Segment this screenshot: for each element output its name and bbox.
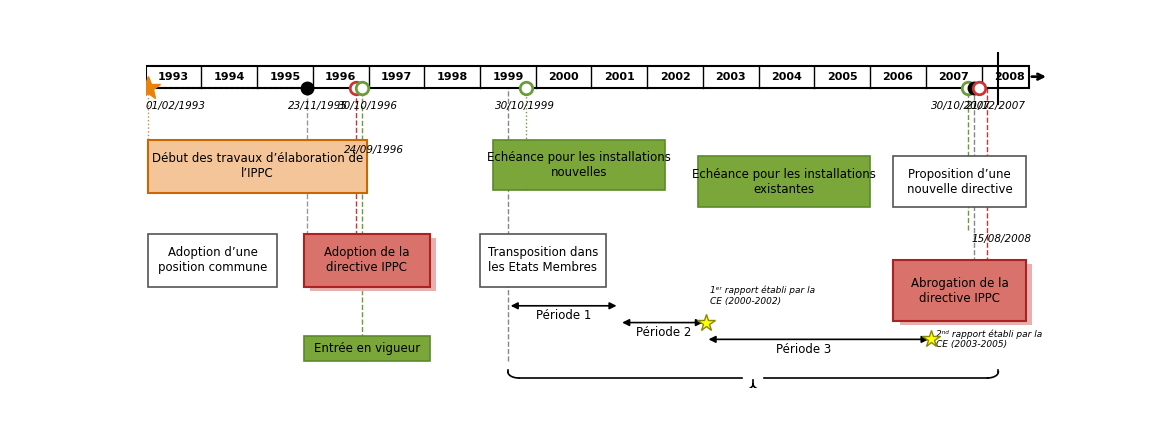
Text: 21/12/2007: 21/12/2007: [966, 101, 1026, 111]
Text: 2007: 2007: [938, 72, 969, 82]
Text: 2008: 2008: [994, 72, 1025, 82]
Text: Période 3: Période 3: [776, 343, 831, 356]
Text: 2002: 2002: [659, 72, 691, 82]
Text: Abrogation de la
directive IPPC: Abrogation de la directive IPPC: [911, 277, 1009, 305]
Text: Proposition d’une
nouvelle directive: Proposition d’une nouvelle directive: [906, 167, 1012, 196]
FancyBboxPatch shape: [894, 260, 1026, 321]
FancyBboxPatch shape: [148, 140, 367, 193]
Text: Adoption d’une
position commune: Adoption d’une position commune: [157, 246, 267, 275]
Text: Début des travaux d’élaboration de
l’IPPC: Début des travaux d’élaboration de l’IPP…: [151, 153, 363, 181]
Text: 30/10/1999: 30/10/1999: [495, 101, 555, 111]
Text: Période 2: Période 2: [636, 326, 692, 339]
Text: 2004: 2004: [771, 72, 802, 82]
Text: Période 1: Période 1: [536, 310, 592, 322]
Text: 2001: 2001: [603, 72, 635, 82]
Text: 1998: 1998: [437, 72, 468, 82]
FancyBboxPatch shape: [480, 234, 606, 287]
Text: 1993: 1993: [158, 72, 189, 82]
Text: 24/09/1996: 24/09/1996: [344, 145, 403, 155]
Text: 1994: 1994: [213, 72, 245, 82]
Text: 01/02/1993: 01/02/1993: [146, 101, 206, 111]
Text: 15/08/2008: 15/08/2008: [972, 234, 1031, 244]
Text: 23/11/1995: 23/11/1995: [288, 101, 347, 111]
Text: Echéance pour les installations
nouvelles: Echéance pour les installations nouvelle…: [487, 151, 671, 179]
Text: 2005: 2005: [827, 72, 857, 82]
Text: 1ᵉʳ rapport établi par la
CE (2000-2002): 1ᵉʳ rapport établi par la CE (2000-2002): [711, 286, 816, 306]
Text: Adoption de la
directive IPPC: Adoption de la directive IPPC: [324, 246, 410, 275]
FancyBboxPatch shape: [304, 336, 430, 361]
Text: Transposition dans
les Etats Membres: Transposition dans les Etats Membres: [488, 246, 598, 275]
FancyBboxPatch shape: [493, 140, 665, 190]
Text: 2ⁿᵈ rapport établi par la
CE (2003-2005): 2ⁿᵈ rapport établi par la CE (2003-2005): [935, 330, 1043, 349]
Text: 1995: 1995: [269, 72, 301, 82]
FancyBboxPatch shape: [698, 157, 870, 207]
Text: 1997: 1997: [381, 72, 412, 82]
Text: Entrée en vigueur: Entrée en vigueur: [313, 342, 419, 355]
Text: 1996: 1996: [325, 72, 356, 82]
FancyBboxPatch shape: [304, 234, 430, 287]
Bar: [146, 66, 1029, 88]
Text: 2006: 2006: [883, 72, 913, 82]
Text: 2000: 2000: [549, 72, 579, 82]
FancyBboxPatch shape: [899, 265, 1032, 325]
Text: 2003: 2003: [715, 72, 746, 82]
FancyBboxPatch shape: [894, 157, 1026, 207]
Text: 30/10/2007: 30/10/2007: [932, 101, 991, 111]
Text: 1999: 1999: [492, 72, 523, 82]
FancyBboxPatch shape: [310, 238, 437, 291]
Text: 30/10/1996: 30/10/1996: [338, 101, 398, 111]
FancyBboxPatch shape: [148, 234, 276, 287]
Text: Echéance pour les installations
existantes: Echéance pour les installations existant…: [692, 167, 876, 196]
